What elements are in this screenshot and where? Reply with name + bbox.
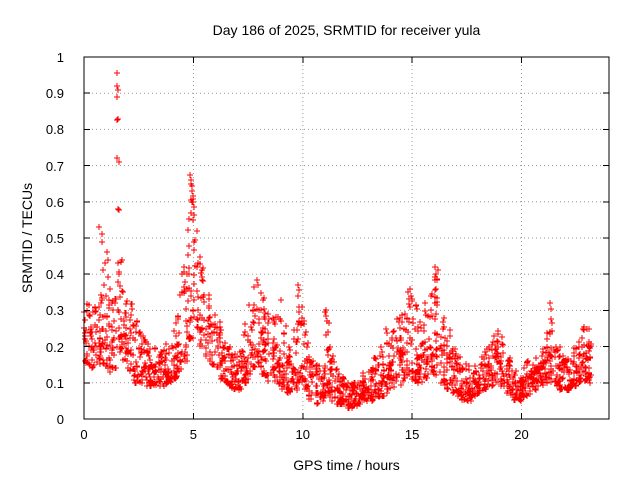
x-tick-label: 15 [404, 427, 420, 442]
y-tick-label: 0.9 [45, 86, 64, 102]
grid-lines [84, 57, 609, 419]
scatter-points [81, 70, 594, 411]
y-tick-label: 1 [56, 50, 64, 65]
y-tick-label: 0.3 [45, 303, 64, 319]
x-axis-title: GPS time / hours [293, 457, 400, 473]
y-tick-label: 0.8 [45, 122, 64, 138]
chart-title: Day 186 of 2025, SRMTID for receiver yul… [212, 22, 481, 38]
x-tick-label: 5 [189, 427, 197, 442]
y-tick-label: 0.6 [45, 194, 64, 210]
y-tick-label: 0.4 [45, 267, 64, 283]
y-tick-label: 0 [56, 412, 64, 427]
y-tick-label: 0.5 [45, 231, 64, 246]
y-tick-label: 0.1 [45, 375, 64, 391]
x-tick-label: 0 [80, 427, 88, 442]
y-tick-label: 0.7 [45, 158, 64, 174]
y-tick-label: 0.2 [45, 339, 64, 355]
x-tick-label: 20 [514, 427, 529, 442]
x-tick-label: 10 [295, 427, 310, 442]
tick-marks [83, 56, 609, 420]
